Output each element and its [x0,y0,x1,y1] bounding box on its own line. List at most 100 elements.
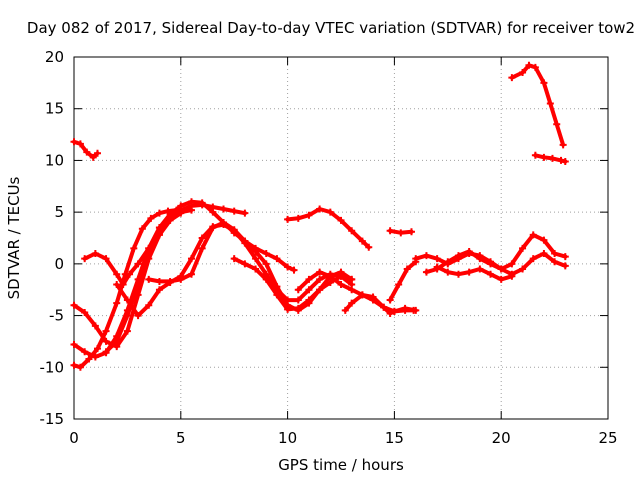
data-point [348,299,356,307]
data-point [380,303,388,311]
data-point [89,153,97,161]
data-point [155,224,163,232]
data-point [551,250,559,258]
data-point [305,275,313,283]
y-tick-label: -5 [49,307,64,325]
data-point [326,208,334,216]
data-point [284,263,292,271]
y-tick-label: 15 [45,100,64,118]
data-point [422,252,430,260]
data-point [123,312,131,320]
series-line-trace-j [285,207,371,250]
data-point [113,337,121,345]
data-point [166,210,174,218]
data-point [546,100,554,108]
data-point [81,255,89,263]
data-point [294,296,302,304]
y-tick-label: -10 [40,358,65,376]
data-point [540,250,548,258]
data-point [155,277,163,285]
y-tick-label: 10 [45,151,64,169]
series-trace-i [230,255,356,313]
series-trace-a [70,138,101,161]
data-point [145,275,153,283]
data-point [531,63,539,71]
plot-frame [73,56,609,420]
data-point [166,277,174,285]
data-point [337,216,345,224]
data-point [262,250,270,258]
data-point [187,255,195,263]
data-point [358,237,366,245]
data-point [220,218,228,226]
data-point [305,211,313,219]
data-point [358,291,366,299]
data-point [465,247,473,255]
data-point [85,355,93,363]
series-line-trace-n [388,259,418,303]
x-tick-label: 25 [598,429,617,447]
data-point [252,247,260,255]
data-point [138,225,146,233]
data-point [273,255,281,263]
series-layer [70,61,569,371]
x-tick-label: 20 [492,429,511,447]
data-point [540,236,548,244]
series-trace-c [70,206,195,361]
x-tick-labels: 0 5 10 15 20 25 [69,429,617,447]
data-point [508,272,516,280]
data-point [155,209,163,217]
data-point [395,281,403,289]
data-point [187,198,195,206]
data-point [497,265,505,273]
data-point [561,262,569,270]
data-point [241,237,249,245]
data-point [76,140,84,148]
data-point [130,244,138,252]
data-point [305,286,313,294]
data-point [81,348,89,356]
data-point [519,244,527,252]
data-point [123,296,131,304]
data-point [348,275,356,283]
data-point [444,258,452,266]
series-trace-r [508,61,567,149]
data-point [433,255,441,263]
data-point [102,327,110,335]
series-trace-k [294,268,418,315]
data-point [209,224,217,232]
data-point [407,228,415,236]
x-tick-label: 5 [176,429,186,447]
data-point [316,205,324,213]
data-point [134,260,142,268]
data-point [487,270,495,278]
data-point [403,265,411,273]
data-point [113,299,121,307]
data-point [230,255,238,263]
data-point [386,227,394,235]
data-point [487,260,495,268]
data-point [294,286,302,294]
data-point [177,275,185,283]
data-point [91,250,99,258]
data-point [525,61,533,69]
data-point [123,327,131,335]
data-point [113,270,121,278]
data-point [70,361,78,369]
x-tick-label: 10 [278,429,297,447]
data-point [548,154,556,162]
data-point [119,281,127,289]
data-point [134,281,142,289]
series-line-trace-e [82,202,247,287]
data-point [519,69,527,77]
data-point [294,304,302,312]
series-line-trace-r [509,63,566,147]
data-point [198,244,206,252]
data-point [147,214,155,222]
series-trace-e [81,201,249,289]
data-point [348,227,356,235]
data-point [262,260,270,268]
x-tick-label: 0 [69,429,79,447]
data-point [422,268,430,276]
